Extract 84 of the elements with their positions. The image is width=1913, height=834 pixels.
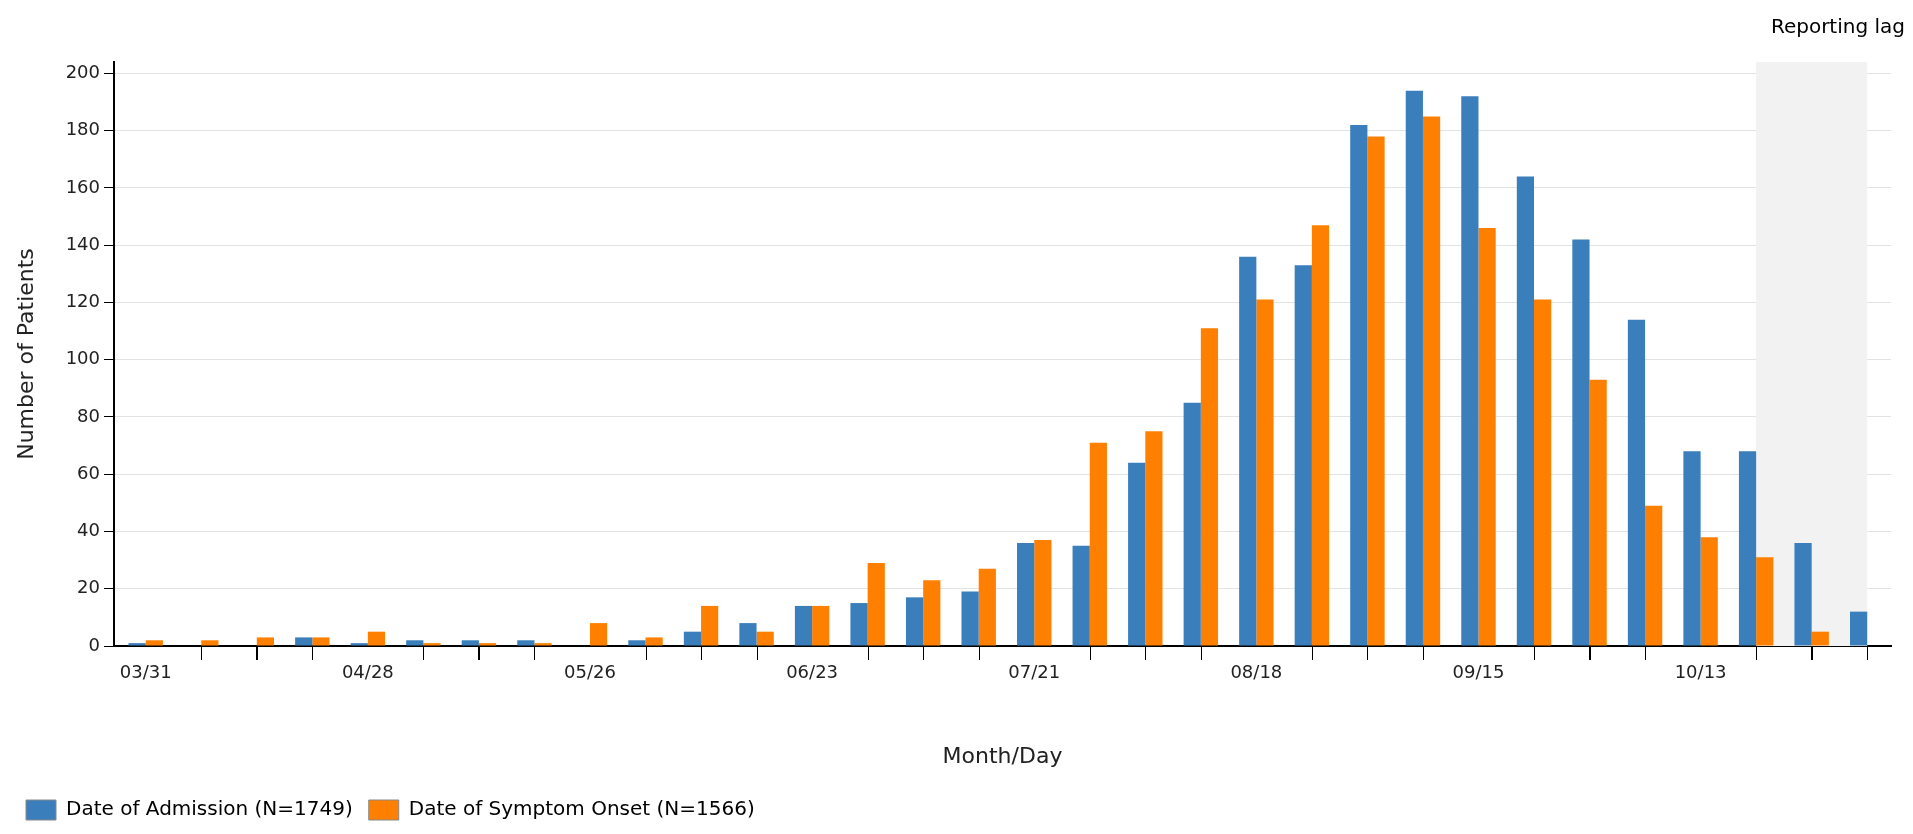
- bar: [683, 631, 702, 646]
- y-tick-label: 120: [65, 290, 100, 312]
- bar: [739, 623, 757, 646]
- bar: [978, 568, 996, 646]
- y-tick-label: 0: [88, 633, 100, 655]
- bar: [812, 605, 830, 646]
- bar: [1405, 90, 1423, 646]
- x-tick-label: 06/23: [786, 661, 839, 683]
- y-axis-title: Number of Patients: [12, 248, 38, 460]
- bar: [1572, 239, 1590, 646]
- x-tick-label: 08/18: [1230, 661, 1283, 683]
- bar: [312, 637, 330, 646]
- legend-label: Date of Symptom Onset (N=1566): [408, 796, 755, 821]
- bar: [517, 640, 535, 646]
- x-tick-label: 05/26: [564, 661, 616, 683]
- bar: [1700, 537, 1718, 646]
- bar: [1589, 379, 1607, 646]
- bar: [1089, 442, 1107, 646]
- bar: [589, 623, 608, 646]
- bar: [1072, 545, 1090, 646]
- bar: [1017, 542, 1035, 646]
- bar: [1756, 557, 1774, 646]
- bar: [850, 603, 868, 646]
- bar: [1034, 540, 1052, 646]
- x-tick-label: 03/31: [119, 661, 172, 683]
- bar: [1239, 256, 1257, 646]
- x-tick-label: 09/15: [1452, 661, 1505, 683]
- bar: [701, 605, 719, 646]
- bar: [923, 580, 941, 646]
- bar: [1534, 299, 1552, 646]
- bar: [423, 643, 441, 646]
- bar: [256, 637, 275, 646]
- bar: [1294, 265, 1312, 646]
- bar: [201, 640, 219, 646]
- bar: [1794, 542, 1812, 646]
- bar: [478, 643, 497, 646]
- bar: [1738, 451, 1757, 646]
- bar: [756, 631, 774, 646]
- bar: [406, 640, 424, 646]
- bar: [295, 637, 313, 646]
- bar: [145, 640, 163, 646]
- x-tick-label: 04/28: [341, 661, 394, 683]
- band-label: Reporting lag: [1770, 14, 1905, 39]
- bar: [867, 562, 885, 646]
- bar: [1461, 96, 1479, 646]
- bar: [1422, 116, 1441, 646]
- bar: [794, 605, 813, 646]
- x-axis-title: Month/Day: [942, 742, 1063, 768]
- bar: [1811, 631, 1829, 646]
- y-tick-label: 140: [65, 232, 100, 254]
- bar: [367, 631, 386, 646]
- y-tick-label: 20: [77, 576, 100, 598]
- bar: [905, 597, 924, 646]
- bar: [1311, 225, 1330, 646]
- bar: [961, 591, 979, 646]
- bar: [645, 637, 663, 646]
- bar: [1645, 505, 1663, 646]
- y-tick-label: 180: [65, 118, 100, 140]
- bar: [1683, 451, 1701, 646]
- bar: [461, 640, 479, 646]
- bar: [1128, 462, 1146, 646]
- x-tick-label: 07/21: [1008, 661, 1061, 683]
- bar: [1350, 124, 1368, 646]
- y-tick-label: 100: [65, 347, 100, 369]
- bar: [1200, 328, 1219, 646]
- bar: [534, 643, 552, 646]
- bar: [1145, 431, 1163, 646]
- legend-label: Date of Admission (N=1749): [66, 796, 353, 821]
- bar: [1183, 402, 1201, 646]
- bar: [628, 640, 646, 646]
- bar: [350, 643, 368, 646]
- bar: [1367, 136, 1385, 646]
- y-tick-label: 160: [65, 175, 100, 197]
- y-tick-label: 80: [77, 404, 100, 426]
- bar: [1478, 228, 1496, 646]
- bar: [128, 643, 146, 646]
- y-tick-label: 60: [77, 461, 100, 483]
- y-tick-label: 200: [65, 61, 100, 83]
- x-tick-label: 10/13: [1674, 661, 1727, 683]
- y-tick-label: 40: [77, 519, 100, 541]
- bar: [1849, 611, 1868, 646]
- bar: [1256, 299, 1274, 646]
- bar: [1516, 176, 1535, 646]
- bar: [1627, 319, 1646, 646]
